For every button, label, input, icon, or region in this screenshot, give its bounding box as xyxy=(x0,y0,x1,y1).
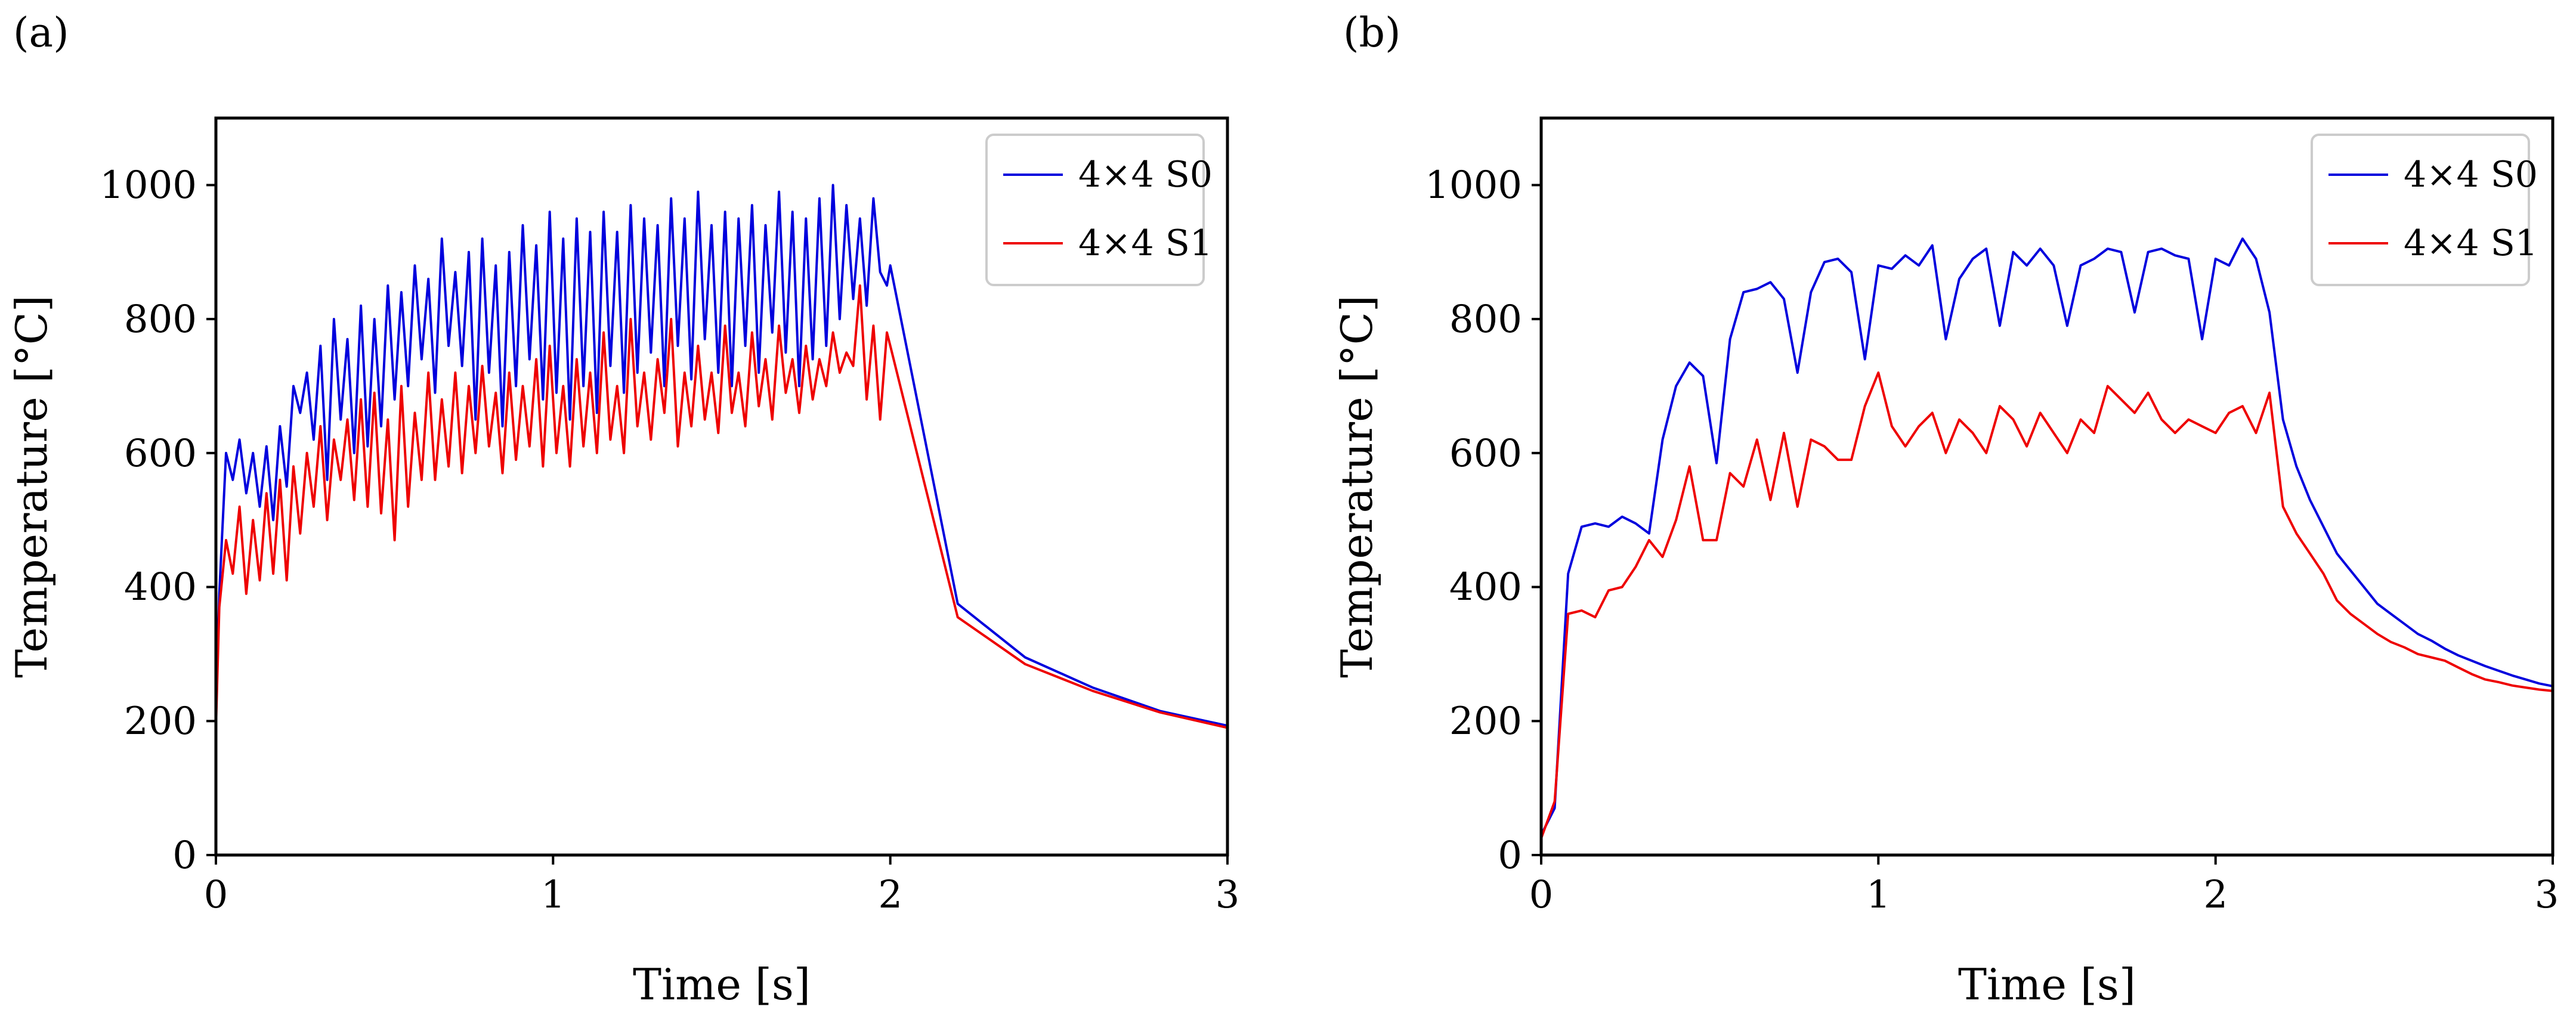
panel-b-legend-box xyxy=(2311,134,2530,286)
panel-a-ytick-label-0: 0 xyxy=(172,834,197,878)
panel-b-xtick-label-3: 3 xyxy=(2535,873,2559,917)
panel-a-ytick-label-200: 200 xyxy=(124,699,197,744)
panel-b-ytick-label-800: 800 xyxy=(1449,298,1522,342)
panel-b-label: (b) xyxy=(1343,10,1401,57)
panel-b-xtick-label-2: 2 xyxy=(2203,873,2228,917)
panel-b-legend: 4×4 S0 4×4 S1 xyxy=(2311,134,2538,286)
panel-b-series-s0-line xyxy=(1540,237,2553,836)
panel-b-xtick-label-0: 0 xyxy=(1529,873,1554,917)
panel-a-ytick-label-600: 600 xyxy=(124,432,197,476)
panel-a-xtick-label-1: 1 xyxy=(541,873,565,917)
panel-a-label: (a) xyxy=(13,10,69,57)
panel-a-xtick-label-0: 0 xyxy=(204,873,228,917)
panel-b-legend-label-s0: 4×4 S0 xyxy=(2404,154,2538,196)
panel-b-series-s1-line xyxy=(1540,371,2553,839)
panel-a-legend-box xyxy=(985,134,1205,286)
panel-b-x-axis-label: Time [s] xyxy=(1958,959,2136,1009)
panel-b-ytick-label-200: 200 xyxy=(1449,699,1522,744)
panel-b: (b) 0 200 400 600 800 1000 0 1 2 3 Time … xyxy=(1332,10,2559,1009)
panel-a-xtick-label-3: 3 xyxy=(1216,873,1240,917)
panel-b-y-axis-label: Temperature [°C] xyxy=(1332,295,1382,678)
panel-b-ytick-label-600: 600 xyxy=(1449,432,1522,476)
panel-b-series-layer xyxy=(1540,237,2553,839)
panel-a-ytick-label-800: 800 xyxy=(124,298,197,342)
panel-a: (a) 0 200 400 600 800 1000 0 1 2 3 Time … xyxy=(7,10,1239,1009)
panel-a-x-axis-label: Time [s] xyxy=(633,959,811,1009)
panel-a-legend-label-s1: 4×4 S1 xyxy=(1078,222,1213,264)
panel-b-ytick-label-400: 400 xyxy=(1449,565,1522,609)
panel-a-series-s1-line xyxy=(215,284,1228,729)
panel-a-series-s0-line xyxy=(215,184,1228,727)
panel-a-ytick-label-1000: 1000 xyxy=(100,163,197,208)
panel-a-series-layer xyxy=(215,184,1228,729)
panel-a-plot-frame xyxy=(214,116,1229,857)
panel-a-legend-label-s0: 4×4 S0 xyxy=(1078,154,1213,196)
panel-b-ytick-label-0: 0 xyxy=(1498,834,1522,878)
panel-b-xtick-label-1: 1 xyxy=(1866,873,1891,917)
panel-a-xtick-label-2: 2 xyxy=(878,873,902,917)
panel-b-plot-frame xyxy=(1539,116,2555,857)
panel-b-legend-label-s1: 4×4 S1 xyxy=(2404,222,2538,264)
panel-b-ytick-label-1000: 1000 xyxy=(1425,163,1522,208)
panel-a-legend: 4×4 S0 4×4 S1 xyxy=(985,134,1213,286)
panel-a-y-axis-label: Temperature [°C] xyxy=(7,295,57,678)
panel-a-ytick-label-400: 400 xyxy=(124,565,197,609)
